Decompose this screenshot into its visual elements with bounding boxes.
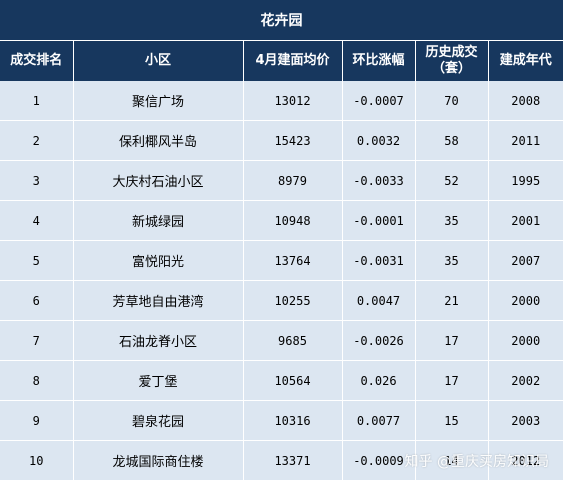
cell-rank: 4 (0, 200, 74, 241)
table-row: 10 龙城国际商住楼 13371 -0.0009 14 2012 (0, 440, 563, 481)
cell-history-deals: 35 (415, 200, 489, 241)
cell-rank: 7 (0, 320, 74, 361)
table-row: 7 石油龙脊小区 9685 -0.0026 17 2000 (0, 320, 563, 361)
header-community: 小区 (73, 40, 244, 81)
header-build-year: 建成年代 (488, 40, 563, 81)
cell-avg-price: 15423 (243, 120, 343, 161)
header-avg-price: 4月建面均价 (243, 40, 343, 81)
cell-build-year: 2011 (488, 120, 563, 161)
cell-community: 聚信广场 (73, 81, 244, 121)
cell-history-deals: 14 (415, 440, 489, 481)
table-row: 8 爱丁堡 10564 0.026 17 2002 (0, 360, 563, 401)
cell-build-year: 2000 (488, 320, 563, 361)
cell-rank: 1 (0, 81, 74, 121)
cell-mom-change: 0.0032 (342, 120, 416, 161)
cell-community: 龙城国际商住楼 (73, 440, 244, 481)
cell-community: 新城绿园 (73, 200, 244, 241)
header-mom-change: 环比涨幅 (342, 40, 416, 81)
table-title: 花卉园 (0, 0, 563, 41)
cell-community: 大庆村石油小区 (73, 160, 244, 201)
table-row: 5 富悦阳光 13764 -0.0031 35 2007 (0, 240, 563, 281)
cell-history-deals: 15 (415, 400, 489, 441)
table-row: 4 新城绿园 10948 -0.0001 35 2001 (0, 200, 563, 241)
cell-mom-change: -0.0033 (342, 160, 416, 201)
cell-build-year: 2007 (488, 240, 563, 281)
cell-community: 富悦阳光 (73, 240, 244, 281)
cell-build-year: 2002 (488, 360, 563, 401)
cell-rank: 2 (0, 120, 74, 161)
cell-build-year: 2008 (488, 81, 563, 121)
cell-avg-price: 13764 (243, 240, 343, 281)
cell-build-year: 2003 (488, 400, 563, 441)
cell-avg-price: 9685 (243, 320, 343, 361)
cell-mom-change: -0.0001 (342, 200, 416, 241)
cell-avg-price: 13371 (243, 440, 343, 481)
cell-rank: 3 (0, 160, 74, 201)
cell-avg-price: 10564 (243, 360, 343, 401)
cell-history-deals: 17 (415, 320, 489, 361)
cell-mom-change: 0.0047 (342, 280, 416, 321)
cell-rank: 8 (0, 360, 74, 401)
cell-community: 芳草地自由港湾 (73, 280, 244, 321)
cell-history-deals: 52 (415, 160, 489, 201)
cell-history-deals: 17 (415, 360, 489, 401)
cell-rank: 5 (0, 240, 74, 281)
header-history-deals: 历史成交（套） (415, 40, 489, 81)
table-row: 3 大庆村石油小区 8979 -0.0033 52 1995 (0, 160, 563, 201)
cell-community: 爱丁堡 (73, 360, 244, 401)
cell-rank: 6 (0, 280, 74, 321)
cell-history-deals: 35 (415, 240, 489, 281)
cell-mom-change: 0.0077 (342, 400, 416, 441)
table-row: 2 保利椰风半岛 15423 0.0032 58 2011 (0, 120, 563, 161)
cell-avg-price: 8979 (243, 160, 343, 201)
cell-build-year: 2000 (488, 280, 563, 321)
cell-history-deals: 70 (415, 81, 489, 121)
table-row: 6 芳草地自由港湾 10255 0.0047 21 2000 (0, 280, 563, 321)
cell-build-year: 2001 (488, 200, 563, 241)
header-row: 成交排名 小区 4月建面均价 环比涨幅 历史成交（套） 建成年代 (0, 40, 563, 81)
cell-community: 石油龙脊小区 (73, 320, 244, 361)
cell-build-year: 2012 (488, 440, 563, 481)
cell-avg-price: 10255 (243, 280, 343, 321)
cell-mom-change: -0.0031 (342, 240, 416, 281)
cell-history-deals: 21 (415, 280, 489, 321)
cell-community: 保利椰风半岛 (73, 120, 244, 161)
cell-rank: 9 (0, 400, 74, 441)
cell-avg-price: 13012 (243, 81, 343, 121)
cell-mom-change: -0.0007 (342, 81, 416, 121)
watermark-text: 知乎 @重庆买房知识局 (404, 454, 549, 470)
header-rank: 成交排名 (0, 40, 74, 81)
cell-community: 碧泉花园 (73, 400, 244, 441)
table-row: 1 聚信广场 13012 -0.0007 70 2008 (0, 81, 563, 121)
cell-rank: 10 (0, 440, 74, 481)
cell-avg-price: 10948 (243, 200, 343, 241)
cell-mom-change: -0.0009 (342, 440, 416, 481)
cell-avg-price: 10316 (243, 400, 343, 441)
cell-mom-change: 0.026 (342, 360, 416, 401)
cell-history-deals: 58 (415, 120, 489, 161)
cell-build-year: 1995 (488, 160, 563, 201)
table-row: 9 碧泉花园 10316 0.0077 15 2003 (0, 400, 563, 441)
cell-mom-change: -0.0026 (342, 320, 416, 361)
